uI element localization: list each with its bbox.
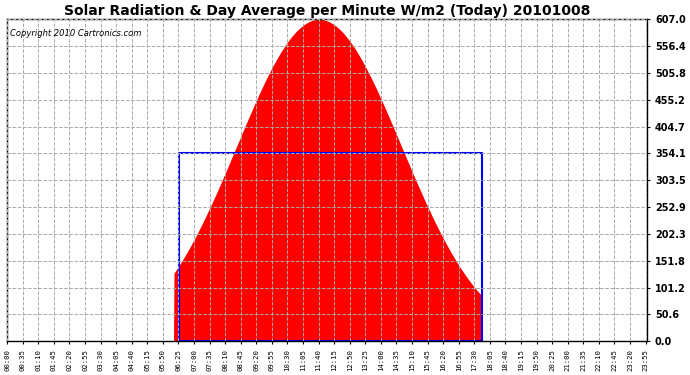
Text: Copyright 2010 Cartronics.com: Copyright 2010 Cartronics.com [10,29,141,38]
Title: Solar Radiation & Day Average per Minute W/m2 (Today) 20101008: Solar Radiation & Day Average per Minute… [64,4,591,18]
Bar [179,153,482,341]
